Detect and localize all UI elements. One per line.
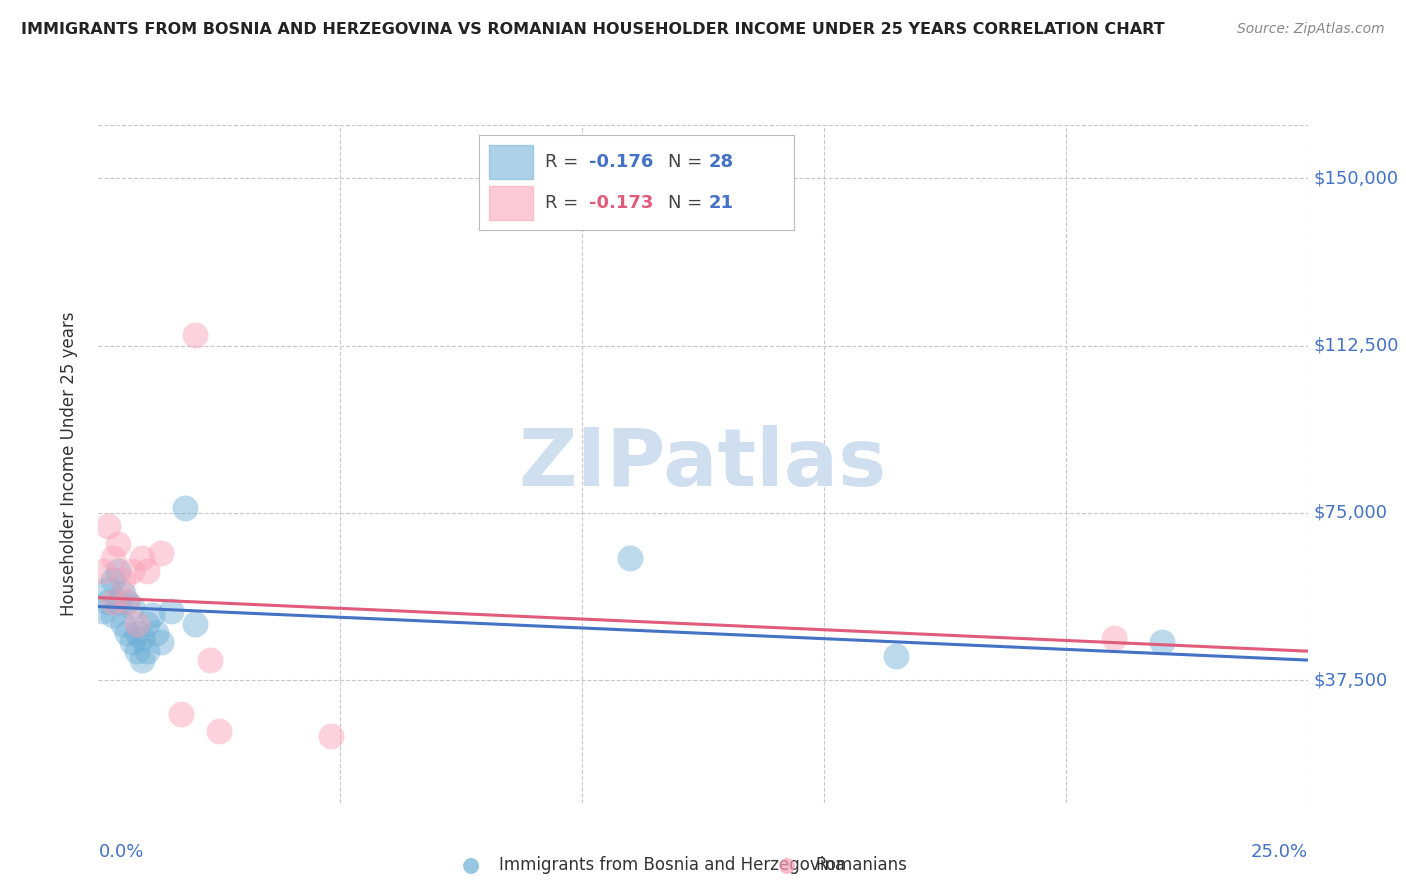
Point: [135, 564, 157, 578]
Point: [91, 564, 114, 578]
Text: ZIPatlas: ZIPatlas: [519, 425, 887, 503]
Point: [131, 550, 153, 565]
Point: [97, 595, 120, 609]
Point: [117, 595, 139, 609]
Point: [101, 573, 124, 587]
Point: [150, 546, 173, 560]
Point: [184, 327, 207, 342]
Text: 25.0%: 25.0%: [1250, 844, 1308, 862]
Point: [150, 635, 173, 649]
Text: Immigrants from Bosnia and Herzegovina: Immigrants from Bosnia and Herzegovina: [499, 856, 845, 874]
Point: [117, 626, 139, 640]
Text: $150,000: $150,000: [1313, 169, 1399, 187]
Point: [208, 724, 231, 739]
Point: [101, 550, 124, 565]
Point: [111, 573, 134, 587]
Point: [145, 626, 167, 640]
Point: [174, 501, 197, 516]
Point: [121, 564, 143, 578]
Point: [160, 604, 183, 618]
Point: [135, 617, 157, 632]
Point: [101, 595, 124, 609]
Text: ●: ●: [463, 855, 479, 875]
Point: [135, 644, 157, 658]
Text: Source: ZipAtlas.com: Source: ZipAtlas.com: [1237, 22, 1385, 37]
Point: [1102, 631, 1125, 645]
Point: [319, 729, 342, 743]
Point: [107, 537, 129, 551]
Text: $112,500: $112,500: [1313, 336, 1399, 355]
Point: [107, 595, 129, 609]
Point: [127, 617, 149, 632]
Point: [97, 582, 120, 596]
Text: ●: ●: [779, 855, 796, 875]
Point: [619, 550, 641, 565]
Y-axis label: Householder Income Under 25 years: Householder Income Under 25 years: [59, 311, 77, 616]
Point: [117, 595, 139, 609]
Point: [97, 519, 120, 533]
Point: [91, 604, 114, 618]
Point: [111, 586, 134, 600]
Point: [184, 617, 207, 632]
Point: [127, 626, 149, 640]
Point: [121, 635, 143, 649]
Point: [131, 653, 153, 667]
Point: [107, 564, 129, 578]
Text: Romanians: Romanians: [815, 856, 907, 874]
Point: [111, 617, 134, 632]
Point: [1152, 635, 1174, 649]
Point: [141, 608, 163, 623]
Point: [169, 706, 191, 721]
Point: [131, 631, 153, 645]
Text: IMMIGRANTS FROM BOSNIA AND HERZEGOVINA VS ROMANIAN HOUSEHOLDER INCOME UNDER 25 Y: IMMIGRANTS FROM BOSNIA AND HERZEGOVINA V…: [21, 22, 1164, 37]
Point: [127, 644, 149, 658]
Point: [886, 648, 908, 663]
Point: [101, 608, 124, 623]
Point: [198, 653, 221, 667]
Text: $37,500: $37,500: [1313, 671, 1388, 690]
Text: $75,000: $75,000: [1313, 504, 1388, 522]
Text: 0.0%: 0.0%: [98, 844, 143, 862]
Point: [121, 599, 143, 614]
